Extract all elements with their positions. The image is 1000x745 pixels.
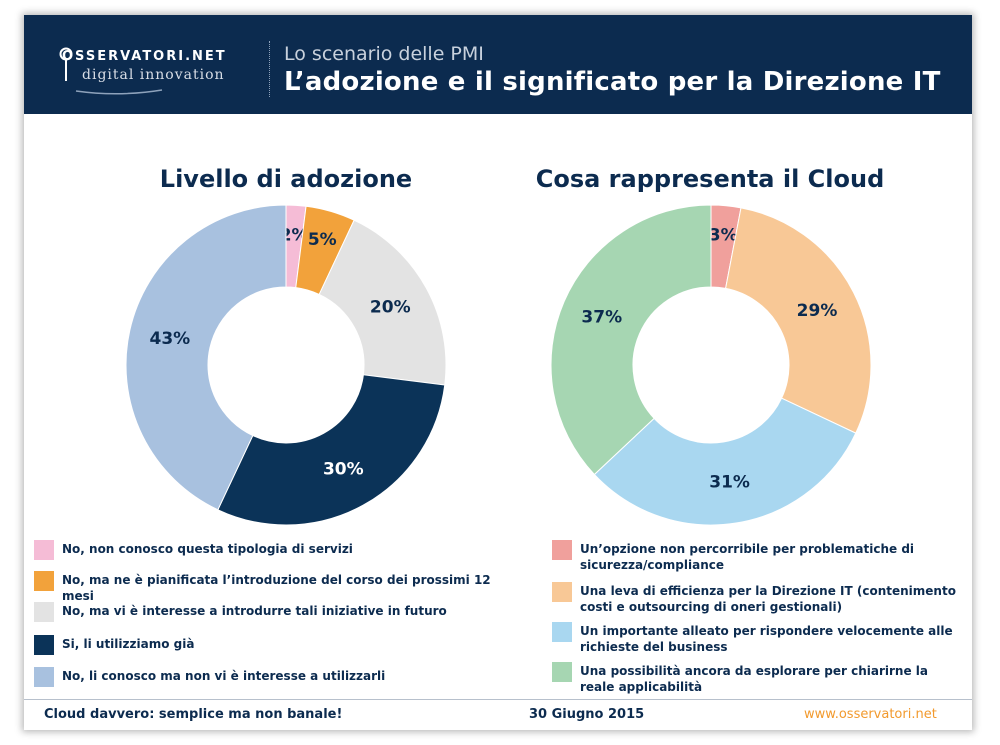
legend-label: No, ma ne è pianificata l’introduzione d… — [62, 573, 491, 603]
legend-swatch — [34, 667, 54, 687]
pie-slice-no-li-conosco-ma-non-vi-e-interesse-a-ut — [125, 204, 287, 511]
pie-slice-una-possibilita-ancora-da-esplorare-per- — [550, 204, 712, 476]
legend-label: Una leva di efficienza per la Direzione … — [580, 584, 956, 614]
footer-divider — [24, 699, 972, 700]
logo-swoosh — [75, 89, 163, 95]
legend-swatch — [34, 635, 54, 655]
footer-date: 30 Giugno 2015 — [529, 707, 645, 722]
header-subtitle: Lo scenario delle PMI — [284, 43, 484, 65]
header-title: L’adozione e il significato per la Direz… — [284, 67, 941, 97]
pie-slice-no-ma-vi-e-interesse-a-introdurre-tali-i — [318, 219, 447, 386]
slide: OSSERVATORI.NET digital innovation Lo sc… — [24, 15, 972, 730]
legend-swatch — [34, 602, 54, 622]
pie-slice-si-li-utilizziamo-gia — [217, 374, 446, 526]
logo-tagline: digital innovation — [82, 67, 225, 83]
legend-swatch — [34, 540, 54, 560]
chart-title-cloud: Cosa rappresenta il Cloud — [535, 165, 885, 193]
header-bar: OSSERVATORI.NET digital innovation Lo sc… — [24, 15, 972, 114]
legend-cloud: Un’opzione non percorribile per problema… — [552, 540, 962, 695]
data-label-un-opzione-non-percorribile-per-problema: 3% — [709, 226, 738, 246]
chart-title-adoption: Livello di adozione — [159, 165, 413, 193]
header-divider — [269, 41, 270, 97]
legend-label: No, non conosco questa tipologia di serv… — [62, 542, 353, 556]
legend-swatch — [552, 582, 572, 602]
data-label-no-ma-ne-e-pianificata-l-introduzione-de: 5% — [308, 230, 337, 250]
legend-swatch — [34, 571, 54, 591]
legend-label: No, li conosco ma non vi è interesse a u… — [62, 669, 386, 683]
data-label-no-li-conosco-ma-non-vi-e-interesse-a-ut: 43% — [150, 329, 191, 349]
data-label-una-possibilita-ancora-da-esplorare-per-: 37% — [581, 308, 622, 328]
data-label-un-importante-alleato-per-rispondere-vel: 31% — [709, 473, 750, 493]
footer-website: www.osservatori.net — [804, 707, 937, 722]
legend-swatch — [552, 662, 572, 682]
data-label-una-leva-di-efficienza-per-la-direzione-: 29% — [797, 301, 838, 321]
donut-chart-cloud: 3% 29% 31% 37% — [550, 204, 872, 526]
legend-adoption: No, non conosco questa tipologia di serv… — [34, 540, 494, 690]
pie-slice-un-importante-alleato-per-rispondere-vel — [593, 397, 857, 526]
legend-label: Una possibilità ancora da esplorare per … — [580, 664, 928, 694]
legend-label: No, ma vi è interesse a introdurre tali … — [62, 604, 447, 618]
logo-name: OSSERVATORI.NET — [62, 49, 227, 64]
footer-tagline: Cloud davvero: semplice ma non banale! — [44, 707, 343, 722]
donut-chart-adoption: 2% 5%20%30%43% — [125, 204, 447, 526]
legend-swatch — [552, 622, 572, 642]
legend-label: Un importante alleato per rispondere vel… — [580, 624, 953, 654]
pie-slice-una-leva-di-efficienza-per-la-direzione- — [725, 207, 872, 434]
data-label-no-ma-vi-e-interesse-a-introdurre-tali-i: 20% — [370, 298, 411, 318]
legend-label: Un’opzione non percorribile per problema… — [580, 542, 915, 572]
location-pin-icon — [59, 47, 73, 81]
data-label-si-li-utilizziamo-gia: 30% — [323, 459, 364, 479]
legend-swatch — [552, 540, 572, 560]
legend-label: Si, li utilizziamo già — [62, 637, 195, 651]
